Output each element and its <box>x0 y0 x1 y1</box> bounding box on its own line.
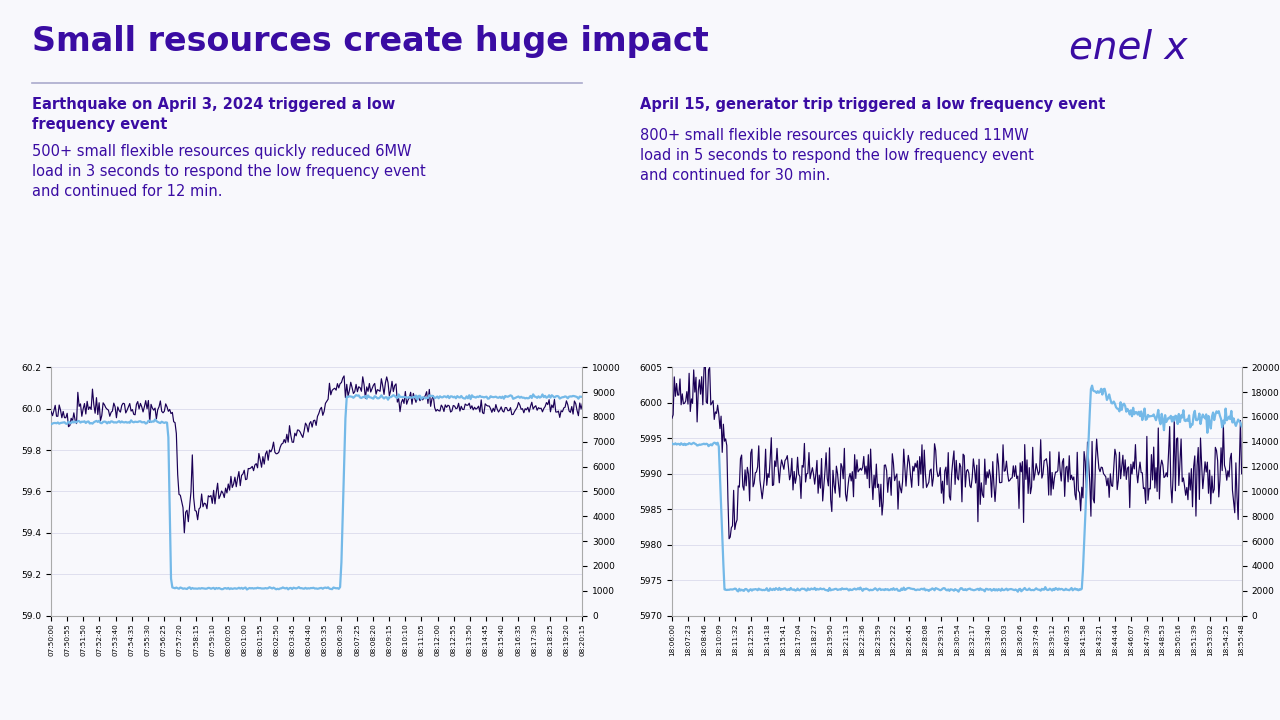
Text: 800+ small flexible resources quickly reduced 11MW
load in 5 seconds to respond : 800+ small flexible resources quickly re… <box>640 128 1034 183</box>
Text: Earthquake on April 3, 2024 triggered a low
frequency event: Earthquake on April 3, 2024 triggered a … <box>32 97 396 132</box>
Text: enel x: enel x <box>1069 29 1188 67</box>
Text: April 15, generator trip triggered a low frequency event: April 15, generator trip triggered a low… <box>640 97 1106 112</box>
Text: 500+ small flexible resources quickly reduced 6MW
load in 3 seconds to respond t: 500+ small flexible resources quickly re… <box>32 144 426 199</box>
Text: Small resources create huge impact: Small resources create huge impact <box>32 25 709 58</box>
